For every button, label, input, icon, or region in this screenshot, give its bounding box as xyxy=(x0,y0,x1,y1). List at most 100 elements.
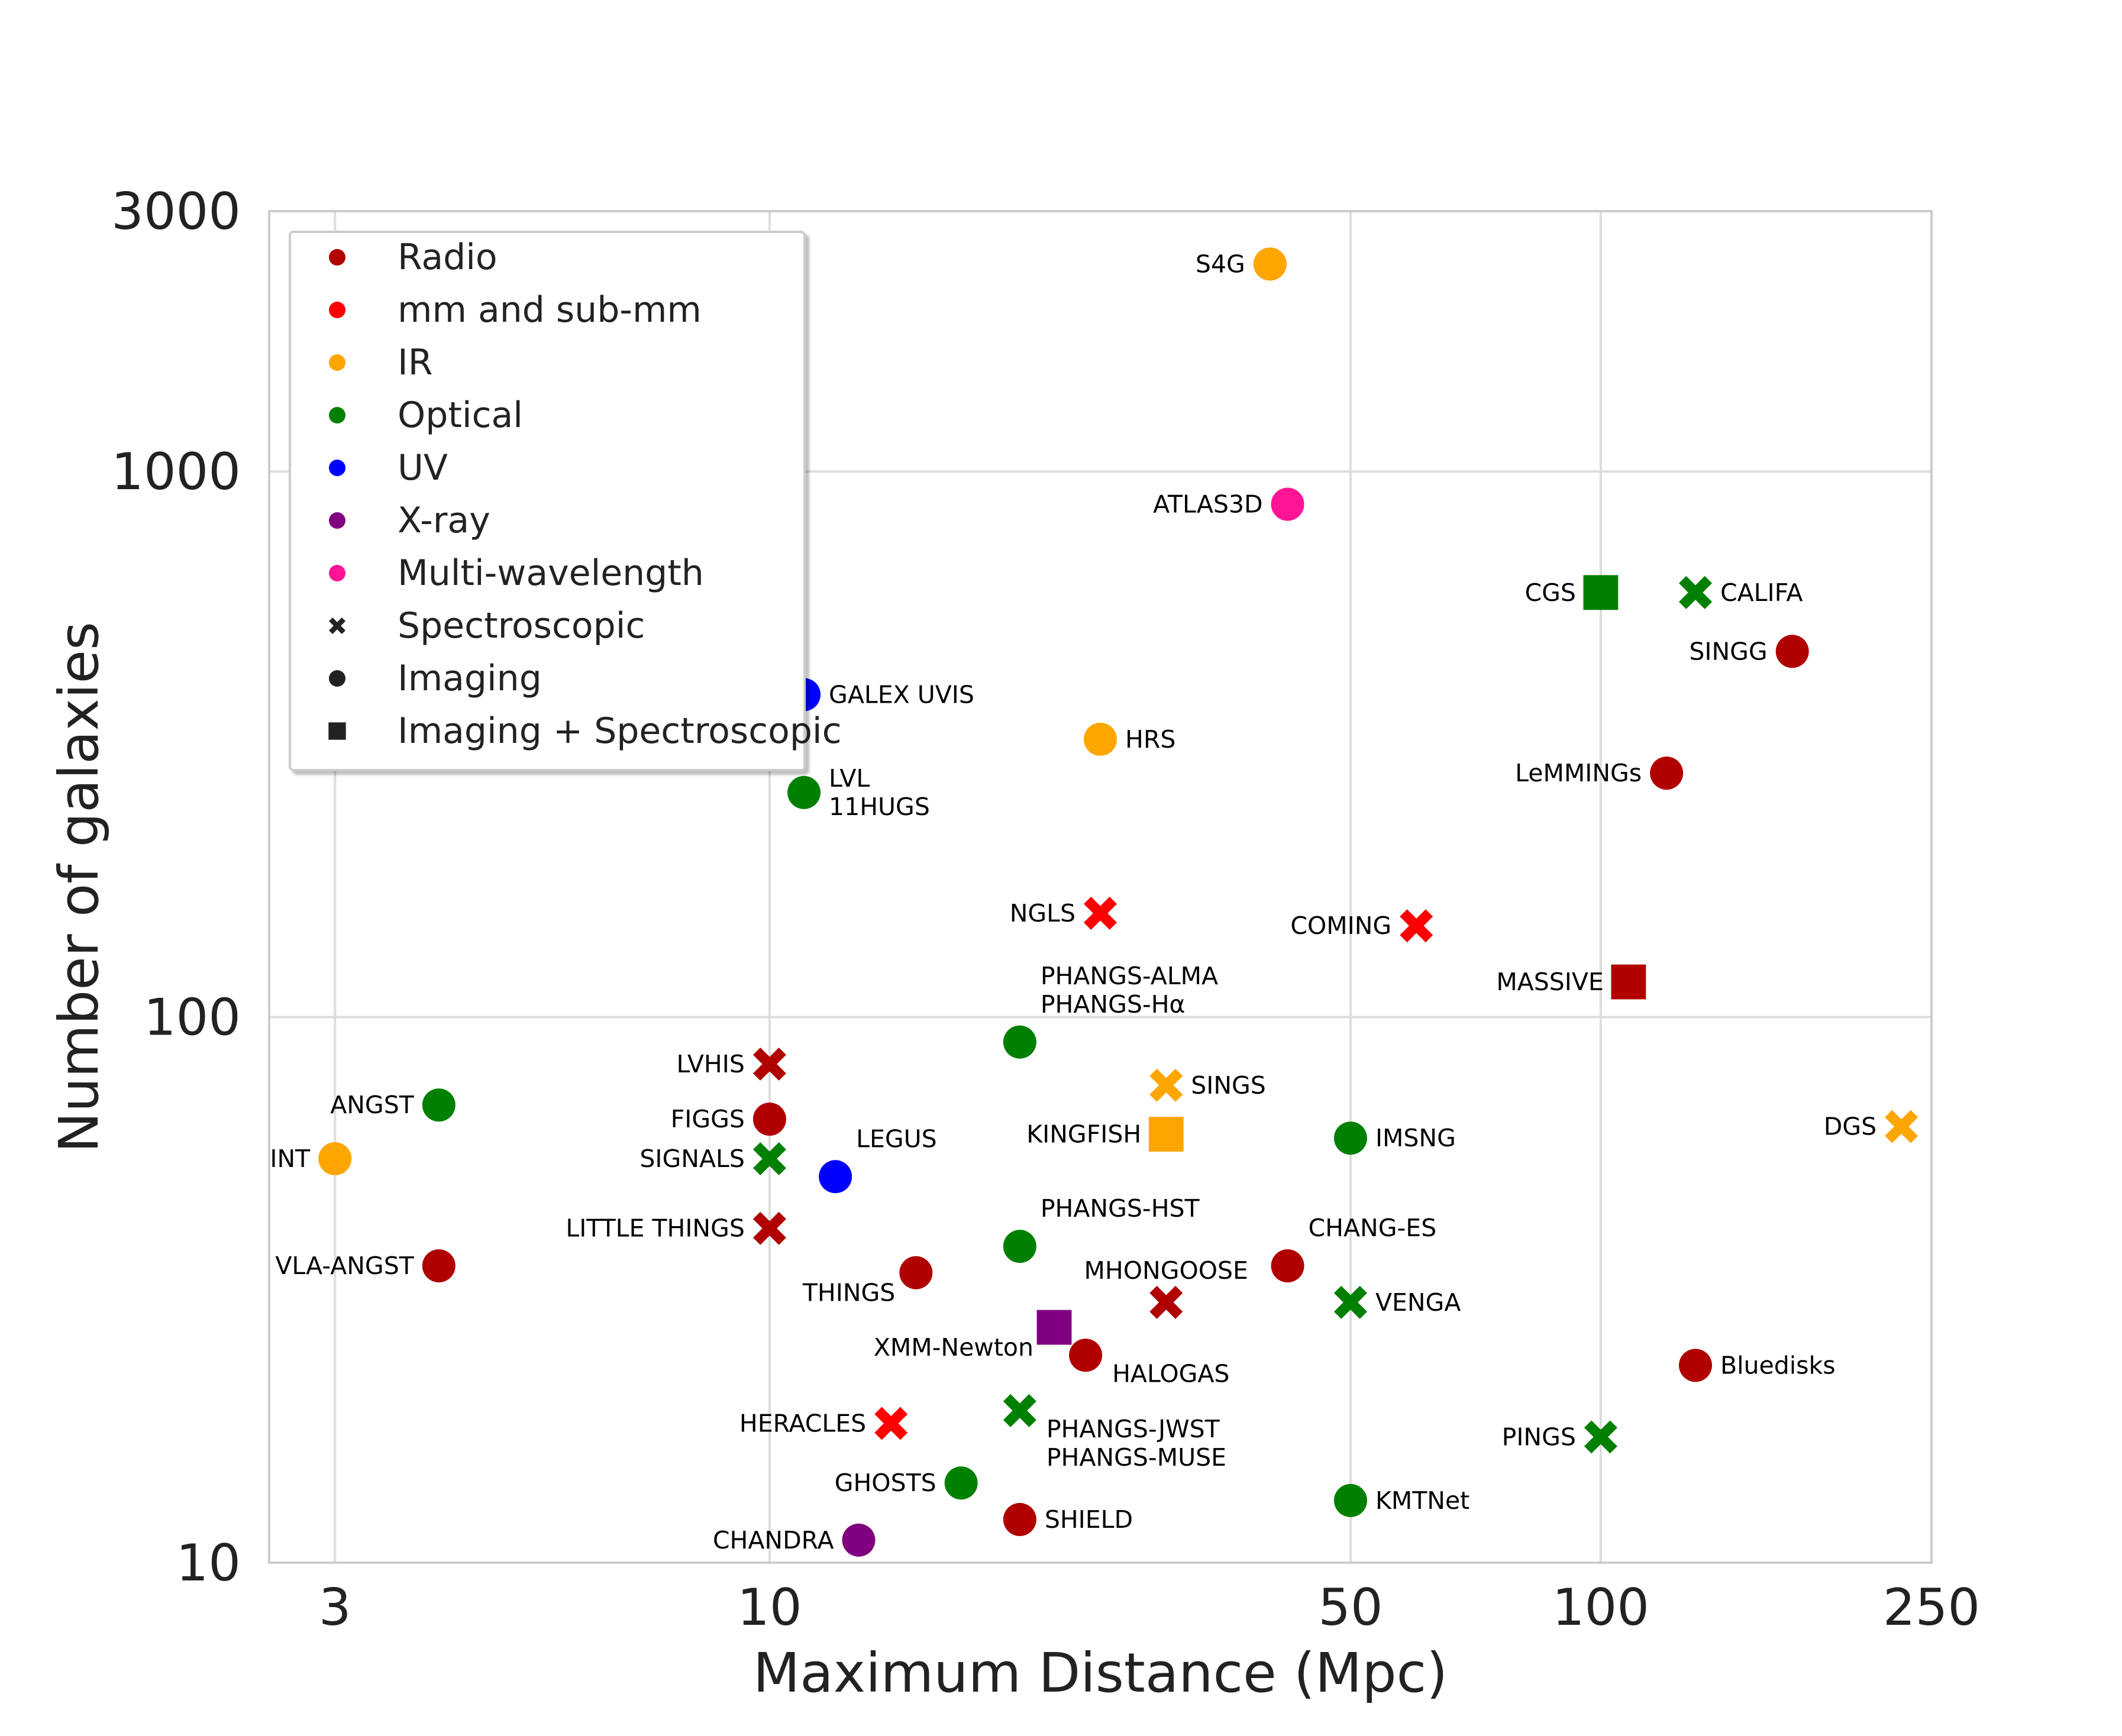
legend-label: UV xyxy=(398,447,448,489)
x-tick-labels: 3 10 50 100 250 xyxy=(319,1578,1980,1637)
point-phangs-jwst xyxy=(1003,1394,1036,1427)
point-label: PHANGS-Hα xyxy=(1041,990,1186,1019)
point-legus xyxy=(819,1160,852,1194)
point-label: MASSIVE xyxy=(1496,968,1604,996)
legend-label: Optical xyxy=(398,395,523,436)
legend-label: Imaging xyxy=(398,658,542,699)
legend-label: Multi-wavelength xyxy=(398,552,704,594)
point-label: PHANGS-HST xyxy=(1041,1194,1200,1223)
legend-label: X-ray xyxy=(398,500,490,541)
point-label: CGS xyxy=(1525,578,1575,607)
legend-marker xyxy=(329,618,345,634)
point-label: 11HUGS xyxy=(829,793,930,821)
point-label: HALOGAS xyxy=(1112,1359,1229,1388)
legend: Radio mm and sub-mm IR Optical UV X-ray Multi-… xyxy=(289,231,842,771)
point-vla-angst xyxy=(422,1249,456,1283)
legend-label: Imaging + Spectroscopic xyxy=(398,710,842,752)
point-massive xyxy=(1611,964,1646,1000)
legend-item-radio: Radio xyxy=(329,237,498,278)
point-chang-es xyxy=(1271,1249,1304,1283)
legend-item-spectroscopic: Spectroscopic xyxy=(329,605,645,646)
point-label: XMM-Newton xyxy=(874,1333,1033,1362)
legend-marker xyxy=(329,460,345,476)
data-points xyxy=(318,247,1918,1557)
legend-item-mm-and-sub-mm: mm and sub-mm xyxy=(329,289,702,331)
x-tick-label: 10 xyxy=(737,1578,802,1637)
legend-marker xyxy=(329,512,345,529)
point-heracles xyxy=(874,1407,908,1440)
point-label: Bluedisks xyxy=(1720,1351,1836,1379)
y-axis-label: Number of galaxies xyxy=(47,622,111,1153)
point-label: NGLS xyxy=(1010,899,1075,927)
point-coming xyxy=(1400,909,1433,943)
legend-box xyxy=(289,231,806,771)
y-tick-label: 100 xyxy=(144,988,241,1048)
point-kmtnet xyxy=(1333,1483,1367,1517)
point-lvl xyxy=(787,775,821,809)
point-label: VLA-ANGST xyxy=(275,1252,414,1280)
y-tick-label: 3000 xyxy=(111,182,241,241)
x-axis-label: Maximum Distance (Mpc) xyxy=(753,1641,1448,1705)
legend-item-ir: IR xyxy=(329,342,432,383)
point-label: DGS xyxy=(1824,1113,1876,1141)
legend-label: IR xyxy=(398,342,432,383)
point-label: MHONGOOSE xyxy=(1084,1256,1248,1285)
point-califa xyxy=(1679,576,1712,609)
legend-marker xyxy=(329,565,345,581)
legend-marker xyxy=(329,670,345,687)
legend-item-imaging: Imaging xyxy=(329,658,542,699)
point-mhongoose xyxy=(1149,1285,1183,1319)
point-label: FIGGS xyxy=(671,1105,745,1133)
legend-label: Spectroscopic xyxy=(398,605,645,646)
legend-item-imaging-spectroscopic: Imaging + Spectroscopic xyxy=(328,710,842,752)
point-imsng xyxy=(1333,1121,1367,1155)
legend-label: mm and sub-mm xyxy=(398,289,702,331)
point-figgs xyxy=(752,1103,786,1136)
x-tick-label: 100 xyxy=(1552,1578,1649,1637)
point-lvhis xyxy=(752,1048,786,1081)
point-label: INT xyxy=(270,1145,311,1173)
point-label: PHANGS-MUSE xyxy=(1047,1443,1226,1472)
point-label: SINGS xyxy=(1191,1071,1266,1100)
point-angst xyxy=(422,1088,456,1122)
point-label: ANGST xyxy=(330,1091,415,1119)
y-tick-label: 10 xyxy=(176,1534,241,1593)
y-tick-label: 1000 xyxy=(111,442,241,502)
point-little-things xyxy=(752,1211,786,1245)
legend-item-multi-wavelength: Multi-wavelength xyxy=(329,552,704,594)
point-label: GHOSTS xyxy=(835,1469,936,1497)
point-atlas3d xyxy=(1271,487,1304,521)
legend-marker xyxy=(328,722,346,740)
point-label: PHANGS-JWST xyxy=(1047,1415,1220,1443)
point-pings xyxy=(1584,1420,1617,1454)
point-label: ATLAS3D xyxy=(1153,490,1262,518)
point-signals xyxy=(752,1142,786,1176)
point-label: LeMMINGs xyxy=(1515,759,1642,787)
point-dgs xyxy=(1885,1110,1918,1143)
point-shield xyxy=(1003,1502,1036,1536)
point-label: CHANDRA xyxy=(713,1526,834,1554)
point-xmm-newton xyxy=(1036,1310,1072,1345)
legend-label: Radio xyxy=(398,237,498,278)
point-label: GALEX UVIS xyxy=(829,680,974,709)
point-label: SIGNALS xyxy=(639,1145,744,1173)
point-label: VENGA xyxy=(1375,1288,1461,1317)
legend-item-optical: Optical xyxy=(329,395,523,436)
x-tick-label: 50 xyxy=(1318,1578,1383,1637)
point-label: COMING xyxy=(1290,911,1391,940)
point-label: KINGFISH xyxy=(1026,1120,1141,1149)
point-things xyxy=(899,1256,933,1289)
point-sings xyxy=(1149,1068,1183,1102)
point-label: CALIFA xyxy=(1720,578,1803,607)
point-label: LVL xyxy=(829,764,870,793)
point-ngls xyxy=(1084,897,1117,930)
point-label: HRS xyxy=(1125,725,1175,754)
point-s4g xyxy=(1253,247,1287,281)
point-label: SHIELD xyxy=(1045,1505,1133,1534)
point-label: LITTLE THINGS xyxy=(566,1214,745,1243)
plot-area-frame xyxy=(268,210,1933,1564)
point-kingfish xyxy=(1148,1117,1184,1152)
legend-marker xyxy=(329,407,345,424)
point-label: LVHIS xyxy=(677,1050,745,1078)
